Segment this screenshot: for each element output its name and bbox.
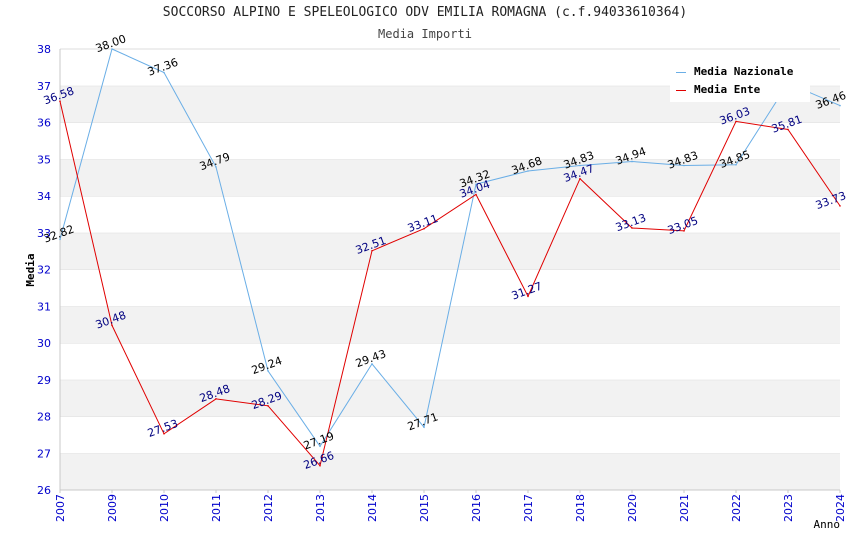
x-tick-label: 2007 <box>54 494 67 522</box>
data-point <box>267 370 269 372</box>
data-point <box>527 170 529 172</box>
grid-band <box>60 453 840 490</box>
x-tick-label: 2015 <box>418 494 431 522</box>
legend-item-ente: Media Ente <box>676 82 760 98</box>
data-point <box>631 160 633 163</box>
x-tick-label: 2012 <box>262 494 275 522</box>
data-point <box>423 227 425 230</box>
grid-band <box>60 269 840 307</box>
y-axis-label: Media <box>24 253 37 286</box>
data-point <box>371 363 373 365</box>
chart-title: SOCCORSO ALPINO E SPELEOLOGICO ODV EMILI… <box>162 5 688 20</box>
x-tick-label: 2013 <box>314 494 327 522</box>
legend-swatch-ente <box>676 89 686 91</box>
grid-band <box>60 196 840 233</box>
data-point <box>839 205 841 207</box>
y-tick-label: 33 <box>37 227 51 240</box>
x-tick-label: 2021 <box>678 494 691 522</box>
data-point <box>527 295 529 298</box>
legend-label-nazionale: Media Nazionale <box>694 65 794 78</box>
y-tick-label: 31 <box>37 300 51 313</box>
data-point <box>735 163 737 166</box>
data-point <box>579 164 581 167</box>
data-point <box>683 230 685 232</box>
x-tick-label: 2022 <box>730 494 743 522</box>
x-axis-label: Anno <box>814 518 841 531</box>
series-line-ente <box>59 101 841 467</box>
grid-band <box>60 343 840 380</box>
grid-band <box>60 416 840 454</box>
data-point <box>319 464 321 467</box>
legend-item-nazionale: Media Nazionale <box>676 64 793 80</box>
data-point <box>163 432 165 435</box>
data-point <box>163 71 165 74</box>
data-point <box>631 227 633 229</box>
x-tick-labels: 2007 2009 2010 2011 2012 2013 2014 2015 2016 2017… <box>54 490 847 522</box>
x-tick-label: 2018 <box>574 494 587 522</box>
data-point <box>59 238 61 241</box>
data-point <box>59 100 61 102</box>
legend-swatch-nazionale <box>676 71 686 73</box>
y-tick-label: 37 <box>37 80 51 93</box>
grid-band <box>60 232 840 270</box>
y-tick-label: 28 <box>37 411 51 424</box>
data-point <box>683 164 685 167</box>
x-tick-label: 2009 <box>106 494 119 522</box>
x-tick-label: 2016 <box>470 494 483 522</box>
data-point <box>319 445 321 448</box>
y-tick-label: 34 <box>37 190 51 203</box>
y-tick-label: 27 <box>37 447 51 460</box>
data-point <box>215 166 217 168</box>
series-lines <box>59 48 841 467</box>
data-point <box>579 177 581 180</box>
data-point <box>475 183 477 186</box>
x-tick-label: 2011 <box>210 494 223 522</box>
data-point <box>111 324 113 327</box>
data-point <box>111 48 113 50</box>
data-point <box>787 128 789 131</box>
data-point <box>267 405 269 407</box>
data-point <box>475 193 477 196</box>
data-point <box>215 398 217 400</box>
y-tick-label: 30 <box>37 337 51 350</box>
grid-band <box>60 306 840 343</box>
y-tick-label: 38 <box>37 43 51 56</box>
axes <box>59 49 840 491</box>
data-point <box>839 104 841 107</box>
x-tick-label: 2024 <box>834 494 847 522</box>
x-tick-label: 2020 <box>626 494 639 522</box>
data-point <box>423 426 425 428</box>
x-tick-label: 2014 <box>366 494 379 522</box>
chart-subtitle: Media Importi <box>378 27 472 41</box>
y-tick-label: 29 <box>37 374 51 387</box>
grid-band <box>60 379 840 417</box>
grid-band <box>60 122 840 160</box>
legend: Media Nazionale Media Ente <box>670 60 810 102</box>
legend-label-ente: Media Ente <box>694 83 761 96</box>
y-tick-label: 32 <box>37 264 51 277</box>
y-tick-labels: 26 27 28 29 30 31 32 33 34 35 36 37 38 <box>37 43 51 497</box>
series-line-nazionale <box>59 48 841 448</box>
data-point <box>371 249 373 252</box>
y-tick-label: 36 <box>37 117 51 130</box>
data-point <box>735 120 737 123</box>
y-tick-label: 26 <box>37 484 51 497</box>
y-tick-label: 35 <box>37 153 51 166</box>
x-tick-label: 2023 <box>782 494 795 522</box>
x-tick-label: 2010 <box>158 494 171 522</box>
x-tick-label: 2017 <box>522 494 535 522</box>
